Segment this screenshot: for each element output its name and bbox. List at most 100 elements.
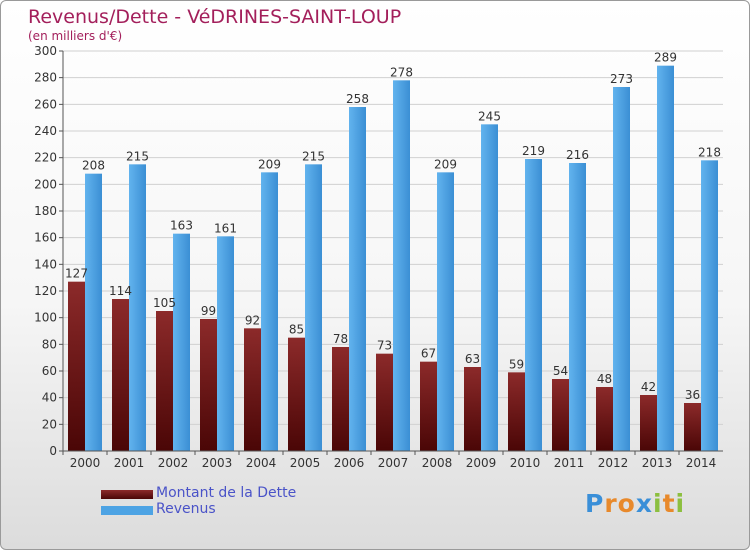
data-label-revenus-2002: 163 <box>170 219 193 233</box>
x-tick-label: 2009 <box>466 456 497 470</box>
logo-letter: o <box>617 489 636 518</box>
bar-dette-2004 <box>244 328 261 451</box>
logo-letter: t <box>662 489 676 518</box>
y-tick-label: 280 <box>34 71 57 85</box>
bar-revenus-2005 <box>305 164 322 452</box>
x-tick-label: 2011 <box>554 456 585 470</box>
bar-revenus-2009 <box>481 124 498 451</box>
data-label-revenus-2014: 218 <box>698 145 721 159</box>
bar-dette-2008 <box>420 361 437 451</box>
y-tick-label: 260 <box>34 97 57 111</box>
data-label-revenus-2009: 245 <box>478 109 501 123</box>
data-label-dette-2008: 67 <box>421 347 436 361</box>
y-tick-label: 100 <box>34 311 57 325</box>
data-label-dette-2007: 73 <box>377 339 392 353</box>
y-tick-label: 80 <box>42 337 57 351</box>
bar-revenus-2002 <box>173 233 190 451</box>
bar-dette-2002 <box>156 311 173 451</box>
legend-label-revenus: Revenus <box>156 501 216 517</box>
bar-revenus-2014 <box>701 160 718 452</box>
x-tick-label: 2010 <box>510 456 541 470</box>
bar-revenus-2007 <box>393 80 410 451</box>
data-label-revenus-2005: 215 <box>302 149 325 163</box>
data-label-dette-2000: 127 <box>65 267 88 281</box>
x-tick-label: 2008 <box>422 456 453 470</box>
data-label-dette-2006: 78 <box>333 332 348 346</box>
data-label-dette-2009: 63 <box>465 352 480 366</box>
bar-revenus-2013 <box>657 65 674 452</box>
logo-letter: r <box>604 489 618 518</box>
x-tick-label: 2000 <box>70 456 101 470</box>
y-tick-label: 120 <box>34 284 57 298</box>
data-label-dette-2001: 114 <box>109 284 132 298</box>
y-tick-label: 140 <box>34 257 57 271</box>
bar-dette-2012 <box>596 387 613 451</box>
x-tick-label: 2005 <box>290 456 321 470</box>
y-tick-label: 240 <box>34 124 57 138</box>
data-label-dette-2014: 36 <box>685 388 700 402</box>
bar-dette-2010 <box>508 372 525 451</box>
legend-swatch-revenus <box>101 506 153 515</box>
data-label-revenus-2001: 215 <box>126 149 149 163</box>
bar-dette-2003 <box>200 319 217 451</box>
x-tick-label: 2013 <box>642 456 673 470</box>
data-label-dette-2011: 54 <box>553 364 568 378</box>
logo-letter: i <box>675 489 686 518</box>
x-tick-label: 2014 <box>686 456 717 470</box>
data-label-revenus-2012: 273 <box>610 72 633 86</box>
data-label-dette-2004: 92 <box>245 313 260 327</box>
bar-revenus-2000 <box>85 173 102 451</box>
data-label-dette-2010: 59 <box>509 357 524 371</box>
bar-revenus-2004 <box>261 172 278 452</box>
bar-dette-2000 <box>68 281 85 451</box>
bar-dette-2006 <box>332 347 349 451</box>
logo-letter: x <box>635 489 653 518</box>
data-label-revenus-2011: 216 <box>566 148 589 162</box>
y-tick-label: 300 <box>34 44 57 58</box>
bar-dette-2005 <box>288 337 305 451</box>
x-tick-label: 2006 <box>334 456 365 470</box>
y-tick-label: 20 <box>42 417 57 431</box>
y-tick-label: 180 <box>34 204 57 218</box>
data-label-revenus-2000: 208 <box>82 159 105 173</box>
data-label-revenus-2004: 209 <box>258 157 281 171</box>
bar-revenus-2011 <box>569 163 586 451</box>
y-tick-label: 200 <box>34 177 57 191</box>
bar-revenus-2012 <box>613 87 630 451</box>
data-label-dette-2003: 99 <box>201 304 216 318</box>
bar-revenus-2006 <box>349 107 366 451</box>
x-tick-label: 2007 <box>378 456 409 470</box>
logo-letter: i <box>653 489 663 518</box>
bar-dette-2007 <box>376 353 393 451</box>
y-tick-label: 0 <box>49 444 57 458</box>
y-tick-label: 160 <box>34 231 57 245</box>
y-tick-label: 40 <box>42 391 57 405</box>
data-label-revenus-2006: 258 <box>346 92 369 106</box>
data-label-dette-2005: 85 <box>289 323 304 337</box>
data-label-dette-2002: 105 <box>153 296 176 310</box>
data-label-revenus-2007: 278 <box>390 65 413 79</box>
bar-dette-2013 <box>640 395 657 451</box>
data-label-dette-2013: 42 <box>641 380 656 394</box>
bar-dette-2001 <box>112 299 129 451</box>
logo-letter: P <box>585 489 605 518</box>
bar-revenus-2001 <box>129 164 146 452</box>
y-tick-label: 60 <box>42 364 57 378</box>
data-label-revenus-2013: 289 <box>654 51 677 65</box>
bar-dette-2014 <box>684 403 701 451</box>
x-tick-label: 2012 <box>598 456 629 470</box>
x-tick-label: 2003 <box>202 456 233 470</box>
chart-subtitle: (en milliers d'€) <box>28 29 123 43</box>
x-tick-label: 2002 <box>158 456 189 470</box>
bar-revenus-2008 <box>437 172 454 452</box>
bar-dette-2009 <box>464 367 481 451</box>
x-tick-label: 2001 <box>114 456 145 470</box>
data-label-dette-2012: 48 <box>597 372 612 386</box>
data-label-revenus-2003: 161 <box>214 221 237 235</box>
bar-revenus-2003 <box>217 236 234 451</box>
data-label-revenus-2008: 209 <box>434 157 457 171</box>
proxiti-logo: Proxiti <box>585 489 685 518</box>
legend-swatch-dette <box>101 490 153 499</box>
